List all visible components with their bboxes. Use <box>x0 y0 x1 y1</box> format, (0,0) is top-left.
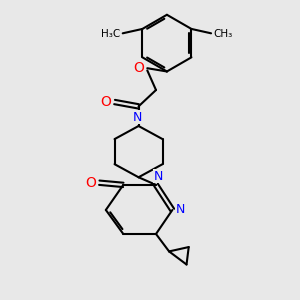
Text: H₃C: H₃C <box>101 29 120 39</box>
Text: O: O <box>133 61 144 75</box>
Text: CH₃: CH₃ <box>214 29 233 39</box>
Text: O: O <box>85 176 96 190</box>
Text: N: N <box>175 203 185 217</box>
Text: N: N <box>154 170 163 183</box>
Text: N: N <box>133 111 142 124</box>
Text: O: O <box>100 95 111 109</box>
